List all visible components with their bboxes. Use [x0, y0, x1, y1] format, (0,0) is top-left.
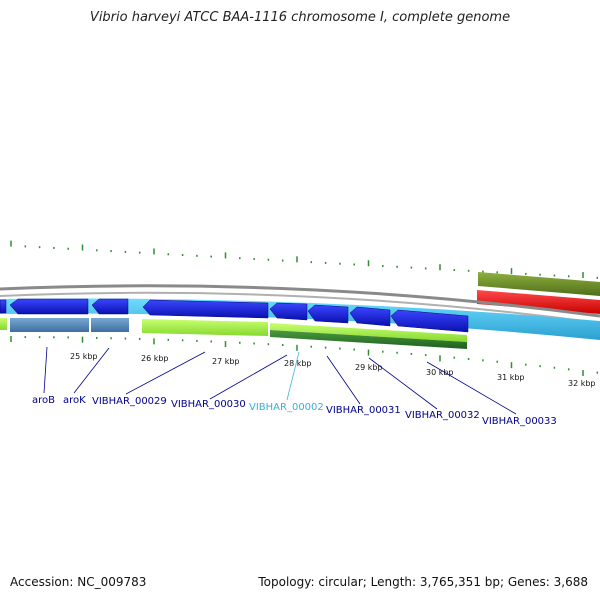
feature-olive [478, 272, 600, 296]
cds-arrow-7 [349, 306, 391, 327]
tick-label: 31 kbp [497, 373, 525, 382]
cds-arrow-5 [269, 302, 308, 321]
tick-label: 25 kbp [70, 352, 98, 361]
tick-label: 26 kbp [141, 354, 169, 363]
connector-VIBHAR_00031 [326, 355, 361, 405]
connector-VIBHAR_00029 [125, 351, 206, 395]
feature-lime-2 [270, 323, 467, 342]
lower-tick-marks [10, 336, 599, 376]
connector-VIBHAR_00030 [209, 354, 288, 400]
tick-label: 30 kbp [426, 368, 454, 377]
label-connectors [43, 346, 517, 415]
accession-text: Accession: NC_009783 [10, 575, 147, 589]
connector-VIBHAR_00002 [286, 351, 300, 401]
feature-lime-1 [142, 319, 268, 336]
cds-arrow-2 [9, 298, 89, 315]
gene-label-aroK[interactable]: aroK [63, 395, 86, 406]
connector-VIBHAR_00033 [426, 361, 517, 415]
backbone-outer [0, 284, 600, 318]
tick-label: 29 kbp [355, 363, 383, 372]
cds-arrow-3 [91, 298, 129, 315]
cds-arrow-8 [390, 309, 469, 333]
cds-arrow-4 [142, 299, 269, 319]
upper-tick-marks [10, 240, 599, 279]
tick-label: 32 kbp [568, 379, 596, 388]
gene-labels: aroB aroK VIBHAR_00029 VIBHAR_00030 VIBH… [32, 395, 557, 427]
feature-steel-2 [91, 318, 129, 332]
cds-arrow-1 [0, 299, 7, 314]
gene-label-VIBHAR_00033[interactable]: VIBHAR_00033 [482, 416, 557, 427]
cds-arrow-6 [307, 304, 349, 324]
gene-label-VIBHAR_00031[interactable]: VIBHAR_00031 [326, 405, 401, 416]
tick-label: 28 kbp [284, 359, 312, 368]
feature-steel-1 [10, 318, 89, 332]
tick-label: 27 kbp [212, 357, 240, 366]
scale-labels: 25 kbp 26 kbp 27 kbp 28 kbp 29 kbp 30 kb… [70, 352, 596, 388]
feature-darkgreen [270, 330, 467, 349]
map-title: Vibrio harveyi ATCC BAA-1116 chromosome … [89, 10, 511, 25]
topology-text: Topology: circular; Length: 3,765,351 bp… [258, 575, 588, 589]
feature-lime-left [0, 318, 7, 330]
backbone-inner [0, 291, 600, 324]
connector-aroK [73, 347, 110, 394]
gene-label-aroB[interactable]: aroB [32, 395, 55, 406]
gene-label-VIBHAR_00032[interactable]: VIBHAR_00032 [405, 410, 480, 421]
gene-label-VIBHAR_00002[interactable]: VIBHAR_00002 [249, 402, 324, 413]
feature-rrna-red [477, 290, 600, 314]
gene-label-VIBHAR_00029[interactable]: VIBHAR_00029 [92, 396, 167, 407]
connector-VIBHAR_00032 [368, 357, 438, 410]
cds-track [0, 298, 469, 333]
gene-label-VIBHAR_00030[interactable]: VIBHAR_00030 [171, 399, 246, 410]
connector-aroB [43, 346, 48, 394]
